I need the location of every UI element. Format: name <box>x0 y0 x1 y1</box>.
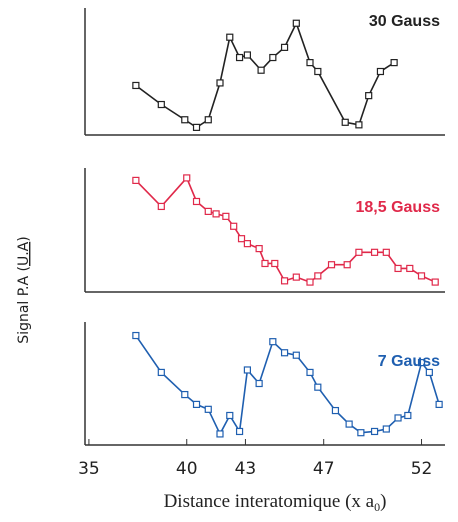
x-label-end: ) <box>380 491 386 512</box>
y-label-unit: U.A <box>16 241 32 266</box>
data-point <box>271 259 279 268</box>
data-point <box>269 338 277 346</box>
data-point <box>327 261 336 269</box>
data-point <box>132 176 140 184</box>
data-point <box>243 366 251 374</box>
data-point <box>382 425 390 433</box>
data-point <box>192 197 201 206</box>
data-point <box>357 429 365 437</box>
y-label-text: Signal P.A ( <box>16 266 32 344</box>
y-label-end: ) <box>16 236 32 241</box>
data-point <box>132 331 140 340</box>
x-label-text: Distance interatomique (x a <box>164 491 375 512</box>
data-point <box>226 411 234 420</box>
data-point <box>157 100 165 109</box>
data-point <box>181 116 189 124</box>
data-point <box>425 368 433 377</box>
series-line <box>135 176 436 283</box>
data-point <box>181 390 189 399</box>
data-point <box>230 222 238 230</box>
data-point <box>394 414 402 422</box>
data-point <box>417 358 426 367</box>
data-point <box>390 59 398 67</box>
data-point <box>292 351 300 359</box>
data-point <box>404 411 412 420</box>
data-point <box>192 123 201 131</box>
data-point <box>435 400 443 409</box>
data-point <box>204 405 212 413</box>
data-point <box>345 420 353 428</box>
data-point <box>216 430 224 438</box>
data-point <box>255 379 263 388</box>
data-point <box>235 53 244 62</box>
x-axis-label: Distance interatomique (x a0) <box>164 491 387 513</box>
data-point <box>314 67 322 76</box>
panel-title: 30 Gauss <box>369 13 440 30</box>
data-point <box>406 264 414 273</box>
data-point <box>314 272 322 280</box>
x-tick-label: 43 <box>235 459 257 479</box>
data-point <box>183 174 191 182</box>
data-point <box>280 349 289 357</box>
data-point <box>192 400 201 409</box>
data-point <box>204 116 212 124</box>
data-point <box>417 272 426 280</box>
x-tick-label: 35 <box>78 459 100 479</box>
panel-title: 7 Gauss <box>378 353 440 370</box>
data-point <box>255 245 263 253</box>
data-point <box>157 368 165 377</box>
data-point <box>306 368 314 377</box>
data-point <box>370 248 379 256</box>
x-tick-label: 47 <box>313 459 335 479</box>
x-tick-label: 52 <box>411 459 433 479</box>
data-point <box>292 19 300 27</box>
data-point <box>257 66 265 74</box>
data-point <box>431 278 439 286</box>
y-axis-label: Signal P.A (U.A) <box>16 236 32 343</box>
data-point <box>235 427 244 436</box>
series-line <box>135 21 395 129</box>
data-point <box>212 210 220 218</box>
x-tick-label: 40 <box>176 459 198 479</box>
x-label-sub: 0 <box>374 500 380 514</box>
data-point <box>269 53 277 62</box>
data-point <box>341 118 349 126</box>
data-point <box>216 79 224 87</box>
data-point <box>280 277 289 285</box>
data-point <box>382 248 390 256</box>
data-point <box>261 259 269 268</box>
data-point <box>355 121 363 129</box>
data-point <box>243 51 251 59</box>
data-point <box>331 406 340 415</box>
panel-title: 18,5 Gauss <box>356 199 441 216</box>
data-point <box>370 427 379 436</box>
data-point <box>365 92 373 100</box>
data-point <box>222 212 230 220</box>
data-point <box>226 33 234 41</box>
data-point <box>280 43 289 51</box>
data-point <box>132 81 140 90</box>
data-point <box>343 261 351 269</box>
data-point <box>157 202 165 211</box>
data-point <box>292 273 300 281</box>
data-point <box>314 383 322 391</box>
data-point <box>237 235 246 243</box>
data-point <box>204 207 212 215</box>
data-point <box>376 67 385 76</box>
data-point <box>243 240 251 248</box>
data-point <box>355 248 363 256</box>
data-point <box>306 59 314 67</box>
data-point <box>306 278 314 286</box>
data-point <box>394 264 402 273</box>
